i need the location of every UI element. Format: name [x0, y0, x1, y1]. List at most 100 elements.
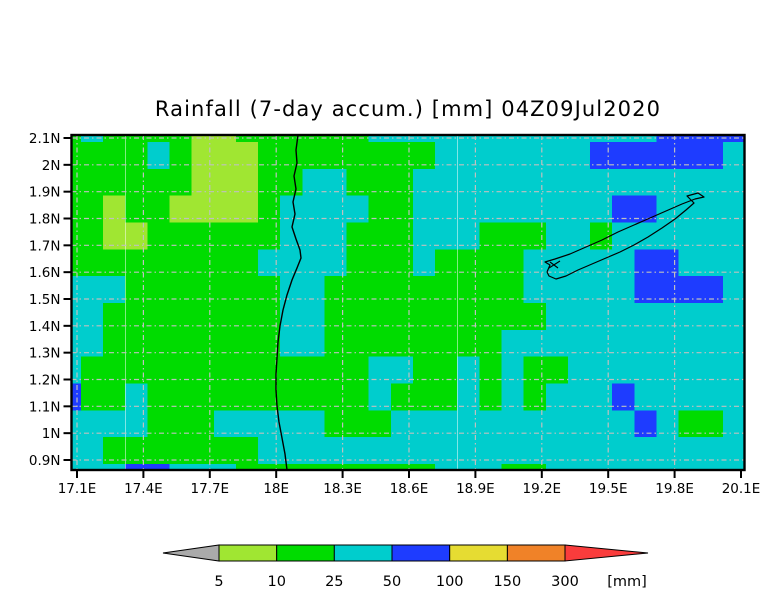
grid-cell — [324, 195, 347, 223]
grid-cell — [302, 303, 325, 330]
grid-cell — [103, 195, 126, 223]
grid-cell — [678, 410, 701, 438]
grid-cell — [634, 142, 657, 169]
grid-cell — [280, 329, 303, 357]
grid-cell — [523, 276, 546, 303]
grid-cell — [413, 329, 436, 357]
grid-cell — [435, 142, 458, 169]
grid-cell — [656, 195, 679, 223]
grid-cell — [700, 195, 723, 223]
y-tick-label: 1.4N — [29, 319, 61, 335]
grid-cell — [147, 168, 170, 196]
grid-cell — [479, 249, 502, 277]
grid-cell — [523, 329, 546, 357]
grid-cell — [258, 135, 281, 142]
grid-cell — [545, 303, 568, 330]
grid-cell — [567, 383, 590, 411]
grid-cell — [81, 168, 104, 196]
grid-cell — [435, 168, 458, 196]
grid-cell — [258, 356, 281, 384]
grid-cell — [479, 222, 502, 250]
grid-cell — [678, 329, 701, 357]
grid-cell — [523, 222, 546, 250]
y-tick-label: 1.9N — [29, 185, 61, 201]
grid-cell — [258, 276, 281, 303]
grid-cell — [103, 222, 126, 250]
grid-cell — [213, 329, 236, 357]
grid-cell — [501, 383, 524, 411]
grid-cell — [280, 356, 303, 384]
grid-cell — [700, 410, 723, 438]
grid-cell — [457, 142, 480, 169]
grid-cell — [545, 383, 568, 411]
grid-cell — [71, 410, 81, 438]
grid-cell — [545, 276, 568, 303]
grid-cell — [390, 135, 413, 142]
grid-cell — [213, 356, 236, 384]
grid-cell — [545, 410, 568, 438]
grid-cell — [71, 195, 81, 223]
grid-cell — [722, 356, 745, 384]
grid-cell — [324, 329, 347, 357]
grid-cell — [191, 356, 214, 384]
grid-cell — [545, 356, 568, 384]
grid-cell — [612, 437, 635, 464]
grid-cell — [523, 249, 546, 277]
grid-cell — [590, 249, 613, 277]
chart-title: Rainfall (7-day accum.) [mm] 04Z09Jul202… — [154, 97, 662, 121]
grid-cell — [81, 356, 104, 384]
grid-cell — [169, 410, 192, 438]
grid-cell — [634, 276, 657, 303]
grid-cell — [479, 329, 502, 357]
grid-cell — [567, 329, 590, 357]
grid-cell — [634, 410, 657, 438]
grid-cell — [71, 383, 81, 411]
grid-cell — [103, 135, 126, 142]
grid-cell — [302, 195, 325, 223]
grid-cell — [501, 437, 524, 464]
grid-cell — [501, 142, 524, 169]
grid-cell — [479, 135, 502, 142]
grid-cell — [590, 276, 613, 303]
grid-cell — [678, 142, 701, 169]
grid-cell — [479, 142, 502, 169]
grid-cell — [634, 222, 657, 250]
grid-cell — [213, 383, 236, 411]
grid-cell — [103, 329, 126, 357]
grid-cell — [678, 437, 701, 464]
grid-cell — [457, 410, 480, 438]
grid-cell — [147, 383, 170, 411]
grid-cell — [258, 303, 281, 330]
grid-cell — [479, 383, 502, 411]
grid-cell — [656, 464, 679, 470]
grid-cell — [125, 410, 148, 438]
grid-cell — [678, 464, 701, 470]
grid-cell — [545, 135, 568, 142]
grid-cell — [125, 222, 148, 250]
grid-cell — [71, 303, 81, 330]
grid-cell — [169, 329, 192, 357]
grid-cell — [390, 142, 413, 169]
colorbar-segment — [391, 544, 451, 562]
grid-cell — [235, 329, 258, 357]
grid-cell — [435, 410, 458, 438]
grid-cell — [191, 135, 214, 142]
grid-cell — [147, 276, 170, 303]
grid-cell — [435, 249, 458, 277]
grid-cell — [280, 168, 303, 196]
grid-cell — [235, 168, 258, 196]
grid-cell — [678, 222, 701, 250]
colorbar-segment — [506, 544, 566, 562]
grid-cell — [590, 437, 613, 464]
grid-cell — [191, 222, 214, 250]
grid-cell — [501, 195, 524, 223]
grid-cell — [479, 437, 502, 464]
grid-cell — [722, 437, 745, 464]
grid-cell — [235, 276, 258, 303]
grid-cell — [634, 303, 657, 330]
grid-cell — [457, 303, 480, 330]
plot-frame-layer — [63, 133, 746, 478]
grid-cell — [501, 464, 524, 470]
grid-cell — [368, 383, 391, 411]
